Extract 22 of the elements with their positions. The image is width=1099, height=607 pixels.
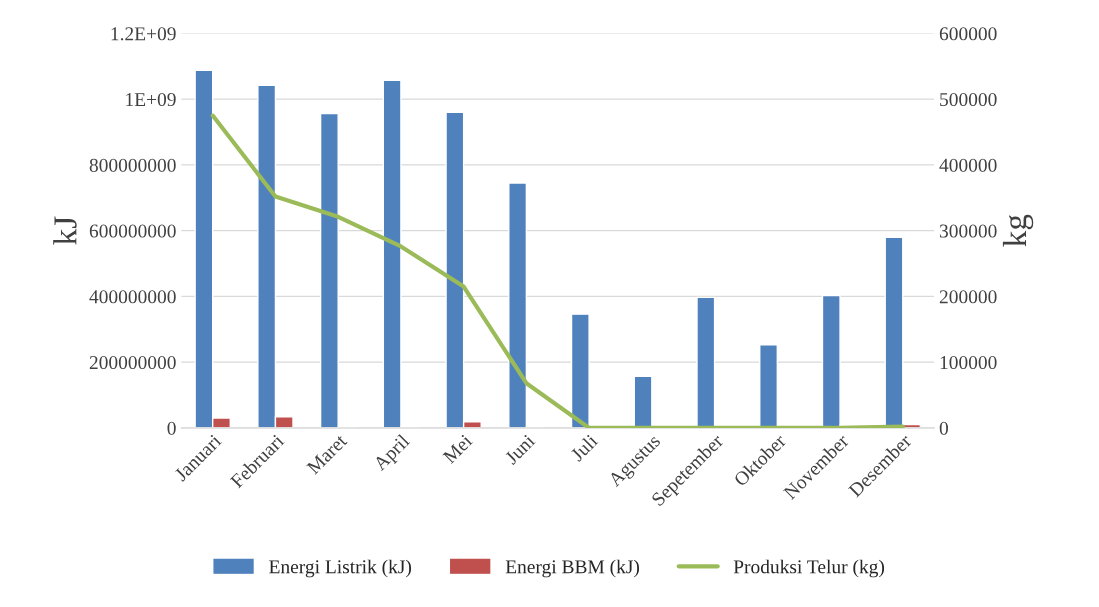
y-tick-label: 600000000 [89,224,176,238]
y2-tick-label: 200000 [939,290,997,304]
y-tick-label: 1E+09 [126,92,176,107]
y2-tick-label: 400000 [939,158,997,172]
y-tick-label: 1.2E+09 [111,27,176,41]
y-tick-label: 800000000 [89,158,176,172]
y2-tick-label: 0 [939,421,948,435]
x-tick-label: Mei [442,433,474,465]
legend-label: Energi Listrik (kJ) [269,559,412,578]
y2-axis-title: kg [1002,214,1034,247]
x-tick-label: Juni [504,433,536,466]
y2-tick-label: 100000 [940,355,997,370]
y-tick-label: 200000000 [89,355,176,370]
y2-tick-label: 500000 [940,92,997,107]
legend-label: Energi BBM (kJ) [505,559,640,578]
legend-label: Produksi Telur (kg) [733,559,885,578]
y-axis-title: kJ [53,216,77,245]
y-tick-label: 0 [167,421,176,435]
x-tick-label: Juli [569,433,599,463]
y-tick-label: 400000000 [89,290,176,304]
y2-tick-label: 300000 [939,224,997,238]
y2-tick-label: 600000 [939,27,997,41]
